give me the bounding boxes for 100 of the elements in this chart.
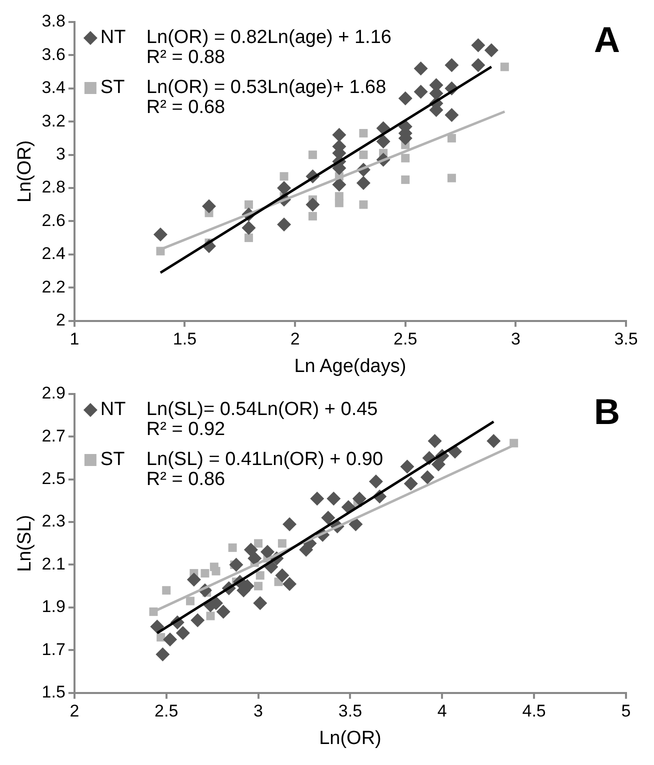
point	[150, 620, 164, 634]
y-tick-label: 2	[56, 310, 66, 330]
point	[404, 476, 418, 491]
point	[156, 647, 170, 662]
x-tick-label: 3	[510, 330, 520, 349]
point	[277, 181, 292, 195]
point	[228, 543, 237, 552]
legend-label: NT	[100, 27, 126, 48]
annotation: Ln(SL) = 0.41Ln(OR) + 0.90	[146, 449, 384, 470]
x-tick-label: 3.5	[338, 702, 362, 721]
point	[275, 568, 290, 582]
point	[308, 212, 317, 220]
point	[190, 613, 205, 628]
point	[280, 172, 288, 181]
point	[206, 612, 215, 620]
y-axis-title: Ln(SL)	[14, 514, 36, 572]
point	[163, 632, 178, 646]
point	[471, 58, 486, 72]
point	[321, 510, 336, 525]
point	[186, 596, 195, 606]
point	[306, 198, 320, 212]
point	[156, 633, 166, 642]
point	[326, 492, 341, 506]
chart-title: B	[594, 390, 620, 432]
y-tick-label: 3.8	[42, 12, 66, 31]
y-tick-label: 2.7	[42, 426, 66, 446]
y-tick-label: 2.5	[42, 469, 66, 488]
point	[352, 492, 366, 506]
point	[368, 474, 383, 489]
point	[334, 198, 344, 208]
point	[398, 91, 412, 106]
y-tick-label: 1.7	[42, 640, 66, 659]
x-tick-label: 2	[70, 702, 80, 721]
point	[420, 470, 434, 484]
point	[277, 218, 292, 232]
y-tick-label: 2.4	[42, 244, 66, 264]
point	[244, 234, 253, 242]
point	[332, 178, 346, 192]
point	[359, 128, 368, 138]
y-tick-label: 3.2	[42, 111, 66, 130]
annotation: Ln(SL)= 0.54Ln(OR) + 0.45	[146, 399, 378, 420]
point	[356, 176, 370, 190]
point	[308, 150, 317, 160]
point	[310, 492, 324, 506]
point	[242, 220, 256, 235]
legend-label: ST	[100, 77, 126, 98]
x-tick-label: 4.5	[522, 702, 546, 721]
point	[376, 134, 390, 149]
point	[400, 460, 414, 474]
x-tick-label: 3	[254, 702, 264, 721]
point	[202, 199, 216, 214]
point	[486, 434, 501, 448]
x-axis-title: Ln(OR)	[319, 728, 382, 749]
point	[444, 108, 459, 122]
annotation: R² = 0.88	[146, 47, 226, 68]
point	[254, 582, 263, 590]
x-tick-label: 2.5	[394, 330, 418, 349]
annotation: Ln(OR) = 0.53Ln(age)+ 1.68	[146, 77, 386, 98]
y-tick-label: 2.6	[42, 210, 66, 230]
x-tick-label: 1	[70, 330, 80, 349]
point	[254, 539, 263, 548]
y-tick-label: 3.6	[42, 44, 66, 64]
point	[447, 134, 456, 142]
point	[200, 569, 210, 578]
y-tick-label: 2.3	[42, 512, 66, 531]
point	[282, 576, 297, 591]
point	[332, 128, 346, 142]
y-tick-label: 1.5	[42, 682, 66, 702]
point	[444, 58, 459, 72]
y-tick-label: 3.4	[42, 78, 66, 98]
point	[484, 43, 498, 58]
point	[186, 572, 201, 587]
point	[229, 558, 244, 572]
point	[260, 544, 274, 559]
annotation: Ln(OR) = 0.82Ln(age) + 1.16	[146, 27, 392, 48]
point	[359, 200, 368, 209]
point	[414, 84, 428, 99]
point	[414, 61, 428, 76]
y-tick-label: 2.1	[42, 554, 66, 574]
x-tick-label: 2.5	[154, 702, 178, 721]
point	[359, 150, 368, 160]
y-axis-title: Ln(OR)	[14, 140, 36, 203]
y-tick-label: 1.9	[42, 597, 66, 616]
point	[244, 542, 258, 557]
point	[282, 517, 297, 532]
y-tick-label: 2.9	[42, 384, 66, 403]
point	[153, 227, 168, 242]
point	[500, 62, 509, 72]
point	[176, 626, 190, 640]
x-tick-label: 1.5	[172, 330, 197, 349]
x-tick-label: 3.5	[614, 330, 638, 349]
point	[431, 457, 446, 472]
point	[248, 551, 262, 566]
legend-label: ST	[100, 449, 126, 470]
x-axis-title: Ln Age(days)	[294, 356, 406, 377]
chart-title: A	[594, 18, 620, 60]
y-tick-label: 3	[56, 144, 66, 164]
point	[447, 174, 456, 182]
x-tick-label: 4	[437, 702, 447, 721]
point	[253, 596, 268, 610]
